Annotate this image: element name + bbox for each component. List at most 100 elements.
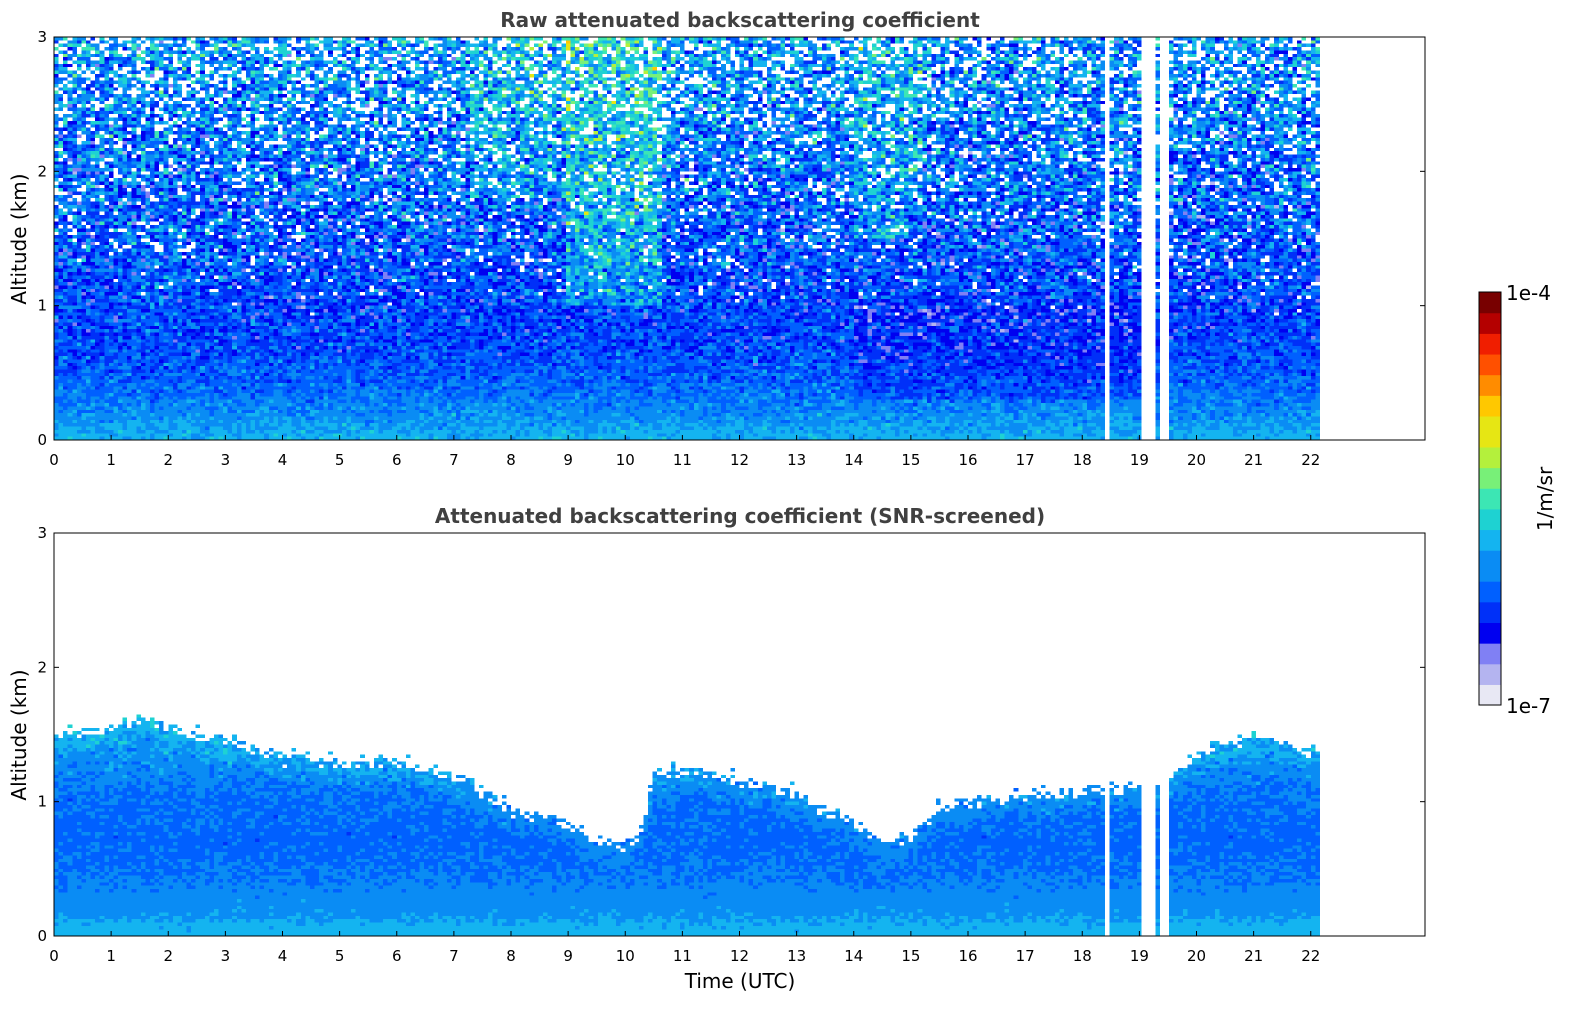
y-tick-label: 1 (37, 793, 47, 811)
x-tick-label: 21 (1244, 947, 1263, 965)
x-tick-label: 8 (506, 947, 516, 965)
chart-title: Raw attenuated backscattering coefficien… (500, 8, 980, 32)
x-tick-label: 0 (49, 451, 59, 469)
x-tick-label: 22 (1301, 947, 1320, 965)
colorbar-cell (1479, 343, 1501, 355)
colorbar-cell (1479, 591, 1501, 603)
colorbar-cell (1479, 436, 1501, 448)
colorbar-cell (1479, 529, 1501, 541)
colorbar-cell (1479, 446, 1501, 458)
colorbar-cell (1479, 457, 1501, 469)
colorbar-cell (1479, 632, 1501, 644)
heatmap-image (54, 37, 1425, 440)
colorbar-cell (1479, 302, 1501, 314)
colorbar-cell (1479, 353, 1501, 365)
x-tick-label: 15 (901, 947, 920, 965)
y-tick-label: 0 (37, 431, 47, 449)
colorbar-cell (1479, 415, 1501, 427)
snr-screened-panel: Attenuated backscattering coefficient (S… (7, 504, 1426, 993)
colorbar-cell (1479, 601, 1501, 613)
colorbar-cell (1479, 467, 1501, 479)
x-axis-label: Time (UTC) (684, 969, 796, 993)
colorbar-cell (1479, 663, 1501, 675)
x-tick-label: 14 (844, 451, 863, 469)
colorbar-min-label: 1e-7 (1506, 694, 1551, 718)
colorbar-cell (1479, 395, 1501, 407)
x-tick-label: 12 (730, 451, 749, 469)
x-tick-label: 7 (449, 451, 459, 469)
heatmap-raw (54, 37, 1425, 440)
colorbar-cell (1479, 477, 1501, 489)
y-axis-label: Altitude (km) (7, 669, 31, 800)
colorbar-cell (1479, 426, 1501, 438)
colorbar-cell (1479, 364, 1501, 376)
x-tick-label: 10 (616, 947, 635, 965)
colorbar-cell (1479, 312, 1501, 324)
y-tick-label: 0 (37, 927, 47, 945)
colorbar-max-label: 1e-4 (1506, 281, 1551, 305)
heatmap-screened (54, 533, 1425, 936)
colorbar-cell (1479, 539, 1501, 551)
y-tick-label: 2 (37, 162, 47, 180)
x-tick-label: 6 (392, 451, 402, 469)
colorbar-cell (1479, 684, 1501, 696)
colorbar-cell (1479, 519, 1501, 531)
x-tick-label: 11 (673, 451, 692, 469)
x-tick-label: 2 (163, 451, 173, 469)
colorbar-frame (1478, 291, 1502, 706)
x-tick-label: 14 (844, 947, 863, 965)
colorbar-gradient (1479, 292, 1501, 706)
colorbar-cell (1479, 550, 1501, 562)
x-tick-label: 2 (163, 947, 173, 965)
x-tick-label: 21 (1244, 451, 1263, 469)
x-tick-label: 22 (1301, 451, 1320, 469)
colorbar-cell (1479, 570, 1501, 582)
x-axis-ticks: 0 1 2 3 4 5 6 7 8 9 10 11 12 13 14 15 16 17 18 19 20 21 22 (49, 931, 1320, 965)
x-tick-label: 3 (221, 947, 231, 965)
x-tick-label: 7 (449, 947, 459, 965)
x-tick-label: 0 (49, 947, 59, 965)
y-tick-label: 1 (37, 297, 47, 315)
x-tick-label: 20 (1187, 947, 1206, 965)
x-tick-label: 17 (1016, 451, 1035, 469)
raw-backscatter-panel: Raw attenuated backscattering coefficien… (7, 8, 1426, 469)
x-tick-label: 17 (1016, 947, 1035, 965)
x-tick-label: 20 (1187, 451, 1206, 469)
x-tick-label: 11 (673, 947, 692, 965)
colorbar-cell (1479, 508, 1501, 520)
colorbar-cell (1479, 643, 1501, 654)
y-axis-ticks: 0 1 2 3 (37, 28, 1425, 449)
x-tick-label: 6 (392, 947, 402, 965)
x-axis-ticks: 0 1 2 3 4 5 6 7 8 9 10 11 12 13 14 15 16 17 18 19 20 21 22 (49, 435, 1320, 469)
x-tick-label: 12 (730, 947, 749, 965)
colorbar-cell (1479, 292, 1501, 303)
colorbar-cell (1479, 488, 1501, 500)
x-tick-label: 13 (787, 451, 806, 469)
x-tick-label: 19 (1130, 451, 1149, 469)
x-tick-label: 16 (958, 451, 977, 469)
colorbar-cell (1479, 322, 1501, 334)
x-tick-label: 5 (335, 451, 345, 469)
y-tick-label: 2 (37, 658, 47, 676)
x-tick-label: 9 (563, 947, 573, 965)
x-tick-label: 5 (335, 947, 345, 965)
colorbar-cell (1479, 405, 1501, 417)
x-tick-label: 9 (563, 451, 573, 469)
x-tick-label: 18 (1073, 947, 1092, 965)
y-tick-label: 3 (37, 524, 47, 542)
colorbar-cell (1479, 581, 1501, 593)
colorbar-cell (1479, 333, 1501, 345)
colorbar-cell (1479, 374, 1501, 386)
colorbar-cell (1479, 498, 1501, 510)
x-tick-label: 8 (506, 451, 516, 469)
colorbar-cell (1479, 622, 1501, 634)
x-tick-label: 10 (616, 451, 635, 469)
colorbar-cell (1479, 612, 1501, 623)
x-tick-label: 1 (106, 947, 116, 965)
y-axis-ticks: 0 1 2 3 (37, 524, 1425, 945)
heatmap-image (54, 533, 1425, 936)
colorbar-unit-label: 1/m/sr (1533, 466, 1557, 531)
colorbar-cell (1479, 384, 1501, 396)
colorbar-cell (1479, 653, 1501, 665)
